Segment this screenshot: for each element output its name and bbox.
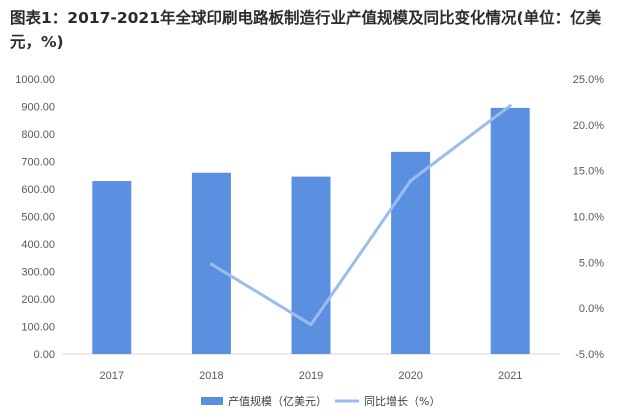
- left-axis-tick-label: 1000.00: [15, 74, 55, 86]
- left-axis-tick-label: 700.00: [21, 157, 55, 169]
- left-axis-tick-label: 400.00: [21, 239, 55, 251]
- bar: [92, 181, 132, 354]
- right-axis-tick-label: 15.0%: [573, 166, 604, 178]
- x-axis-tick-label: 2017: [100, 370, 124, 382]
- bar: [490, 107, 530, 354]
- line-point: [209, 262, 213, 266]
- left-axis-ticks: 1000.00 900.00 800.00 700.00 600.00 500.00 400…: [15, 74, 55, 361]
- right-axis-ticks: 25.0% 20.0% 15.0% 10.0% 5.0% 0.0% -5.0%: [573, 74, 604, 361]
- left-axis-tick-label: 600.00: [21, 184, 55, 196]
- right-axis-tick-label: -5.0%: [575, 349, 604, 361]
- line-point: [508, 104, 512, 108]
- left-axis-tick-label: 800.00: [21, 129, 55, 141]
- bar: [391, 151, 431, 354]
- right-axis-tick-label: 10.0%: [573, 212, 604, 224]
- x-axis-tick-label: 2019: [299, 370, 323, 382]
- line-point: [409, 179, 413, 183]
- line-series: [209, 104, 512, 327]
- left-axis-tick-label: 0.00: [34, 349, 55, 361]
- left-axis-tick-label: 300.00: [21, 267, 55, 279]
- right-axis-tick-label: 25.0%: [573, 74, 604, 86]
- left-axis-tick-label: 200.00: [21, 294, 55, 306]
- right-axis-tick-label: 20.0%: [573, 120, 604, 132]
- legend: 产值规模（亿美元） 同比增长（%）: [201, 394, 440, 408]
- bar: [291, 176, 331, 354]
- x-axis-tick-label: 2020: [398, 370, 422, 382]
- left-axis-tick-label: 500.00: [21, 212, 55, 224]
- chart-title: 图表1：2017-2021年全球印刷电路板制造行业产值规模及同比变化情况(单位：…: [10, 9, 602, 51]
- right-axis-tick-label: 5.0%: [579, 257, 604, 269]
- legend-label-bar: 产值规模（亿美元）: [228, 394, 327, 408]
- left-axis-tick-label: 100.00: [21, 322, 55, 334]
- line-point: [309, 323, 313, 327]
- legend-swatch-bar: [201, 397, 223, 405]
- x-axis-tick-label: 2021: [498, 370, 522, 382]
- growth-line: [210, 104, 512, 327]
- legend-label-line: 同比增长（%）: [364, 394, 440, 408]
- x-axis-tick-label: 2018: [199, 370, 223, 382]
- bar-series: [92, 107, 530, 354]
- left-axis-tick-label: 900.00: [21, 102, 55, 114]
- right-axis-tick-label: 0.0%: [579, 303, 604, 315]
- x-axis-ticks: 2017 2018 2019 2020 2021: [100, 370, 523, 382]
